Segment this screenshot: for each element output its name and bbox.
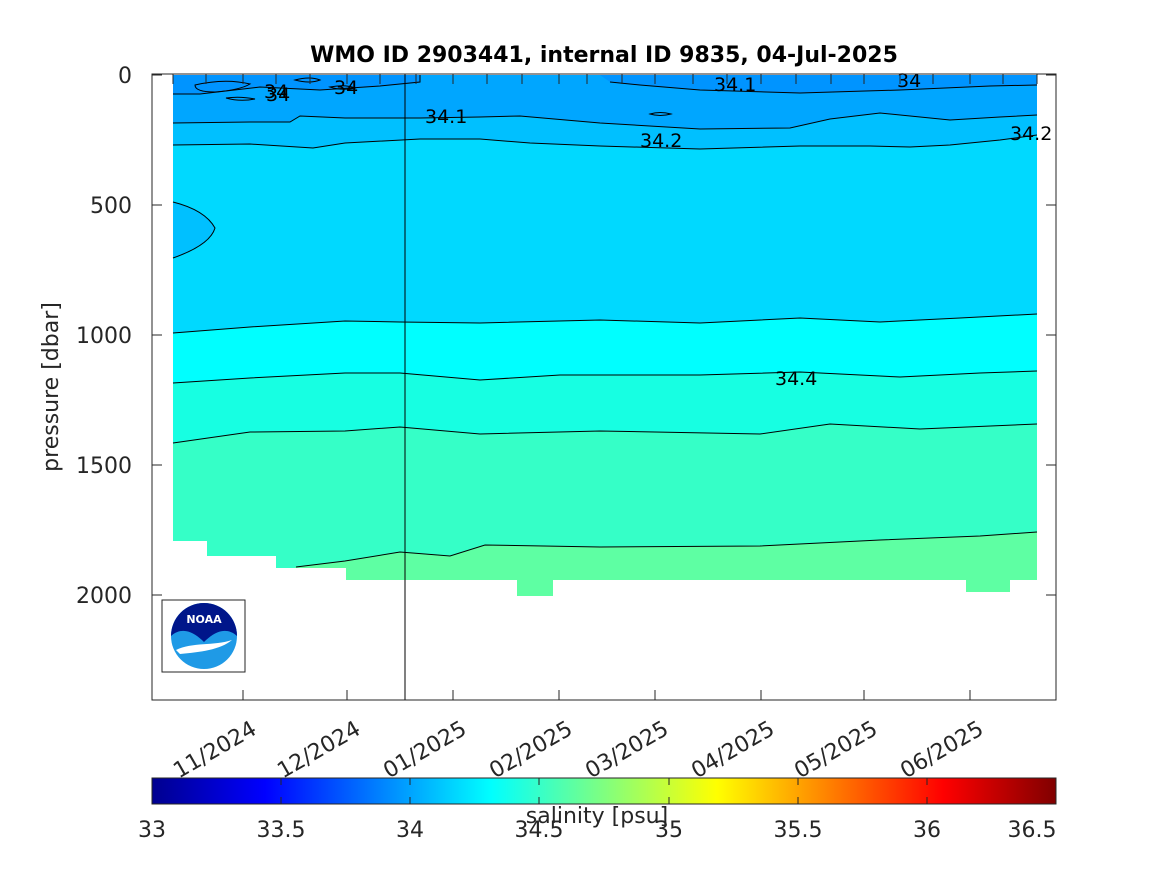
contour-label: 34.2: [1010, 123, 1052, 145]
x-tick-label: 01/2025: [379, 717, 471, 784]
chart-title: WMO ID 2903441, internal ID 9835, 04-Jul…: [310, 43, 898, 68]
colorbar: salinity [psu] 33 33.5 34 34.5 35 35.5 3…: [138, 777, 1057, 843]
colorbar-label: salinity [psu]: [526, 804, 668, 829]
contour-34.0-blob-b: [225, 96, 256, 101]
contour-label: 34.1: [714, 74, 756, 96]
x-tick-labels: 11/2024 12/2024 01/2025 02/2025 03/2025 …: [169, 717, 988, 784]
contour-34.0-blob-d: [328, 85, 357, 90]
contour-34.4: [172, 370, 1038, 384]
contour-label: 34: [897, 70, 921, 92]
x-tick-label: 11/2024: [169, 717, 261, 784]
colorbar-tick-label: 36: [913, 818, 941, 843]
noaa-logo: NOAA: [161, 599, 246, 673]
contour-34.3: [172, 313, 1038, 334]
y-tick-label: 0: [118, 64, 132, 89]
contour-34.0-blob-a: [194, 80, 252, 93]
x-tick-label: 03/2025: [581, 717, 673, 784]
x-tick-label: 12/2024: [273, 717, 365, 784]
salinity-field: [173, 75, 1037, 596]
contour-34.2-blob: [172, 201, 216, 259]
colorbar-tick-label: 35.5: [774, 818, 823, 843]
contour-labels: 34 34 34 34.1 34.1 34 34.2 34.2 34.4: [264, 70, 1052, 390]
contour-34.0-upper-right: [609, 81, 1038, 94]
y-axis-ticks: [152, 74, 1056, 596]
contour-lines: [172, 75, 1038, 568]
colorbar-tick-label: 34.5: [515, 818, 564, 843]
contour-label: 34.4: [775, 368, 817, 390]
band-33.9-34.0: [173, 75, 1037, 94]
plot-area: 34 34 34 34.1 34.1 34 34.2 34.2 34.4: [151, 70, 1057, 701]
y-tick-label: 2000: [76, 584, 132, 609]
colorbar-tick-label: 35: [655, 818, 683, 843]
contour-34.0-shallow: [173, 75, 421, 95]
plot-frame: [151, 73, 1057, 701]
colorbar-tick-label: 34: [396, 818, 424, 843]
contour-label: 34.1: [425, 106, 467, 128]
colorbar-tick-label: 36.5: [1008, 818, 1057, 843]
colorbar-tick-label: 33: [138, 818, 166, 843]
contour-34.5: [172, 423, 1038, 444]
y-tick-label: 1000: [76, 324, 132, 349]
contour-label: 34.2: [640, 130, 682, 152]
contour-label: 34: [264, 81, 288, 103]
x-tick-label: 02/2025: [485, 717, 577, 784]
y-tick-label: 1500: [76, 454, 132, 479]
x-axis-ticks: [172, 74, 1038, 700]
contour-label: 34: [334, 77, 358, 99]
y-tick-label: 500: [90, 194, 132, 219]
logo-text: NOAA: [186, 613, 222, 626]
colorbar-tick-label: 33.5: [257, 818, 306, 843]
x-tick-label: 06/2025: [896, 717, 988, 784]
y-axis-label: pressure [dbar]: [39, 302, 64, 472]
contour-34.1: [172, 112, 1038, 130]
contour-34.0-blob-e: [648, 112, 673, 116]
contour-label: 34: [266, 84, 290, 106]
y-tick-labels: 0 500 1000 1500 2000: [76, 64, 132, 609]
contour-34.0-blob-c: [293, 77, 322, 83]
x-tick-label: 05/2025: [790, 717, 882, 784]
x-tick-label: 04/2025: [687, 717, 779, 784]
contour-34.2: [172, 134, 1038, 150]
contour-34.6: [295, 531, 1038, 568]
